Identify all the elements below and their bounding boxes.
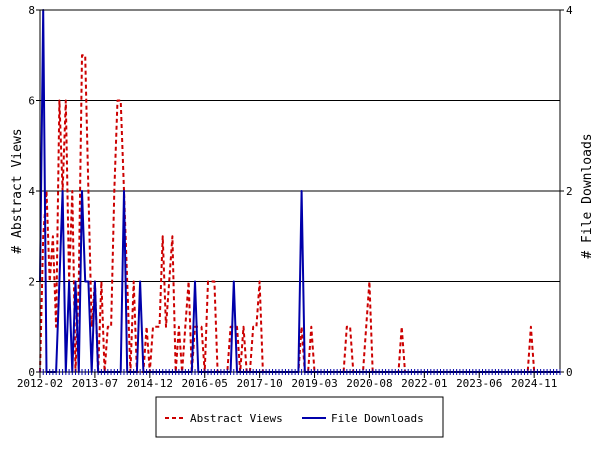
x-tick-label: 2013-07 [72, 377, 118, 390]
x-tick-label: 2016-05 [182, 377, 228, 390]
y-axis-title-left: # Abstract Views [10, 128, 25, 253]
x-tick-label: 2012-02 [17, 377, 63, 390]
legend-box [155, 396, 444, 438]
x-tick-label: 2019-03 [291, 377, 337, 390]
x-tick-label: 2023-06 [456, 377, 502, 390]
y-tick-label-left: 6 [28, 95, 35, 108]
y-axis-title-right: # File Downloads [580, 133, 595, 258]
x-tick-label: 2020-08 [346, 377, 392, 390]
legend: Abstract Views File Downloads [155, 396, 444, 438]
y-tick-label-left: 4 [28, 185, 35, 198]
x-tick-label: 2017-10 [236, 377, 282, 390]
y-tick-label-left: 2 [28, 276, 35, 289]
x-tick-label: 2022-01 [401, 377, 447, 390]
tick-layer [36, 9, 564, 378]
label-layer: 0 2 4 6 8 0 2 4 2012-02 2013-07 2014-12 2016-05 2017… [17, 4, 573, 390]
y-tick-label-right: 4 [566, 4, 573, 17]
x-tick-label: 2014-12 [127, 377, 173, 390]
legend-label-downloads: File Downloads [331, 412, 424, 425]
x-tick-label: 2024-11 [511, 377, 557, 390]
y-tick-label-left: 0 [28, 366, 35, 379]
legend-label-views: Abstract Views [190, 412, 283, 425]
y-tick-label-right: 2 [566, 185, 573, 198]
y-tick-label-left: 8 [28, 4, 35, 17]
y-tick-label-right: 0 [566, 366, 573, 379]
